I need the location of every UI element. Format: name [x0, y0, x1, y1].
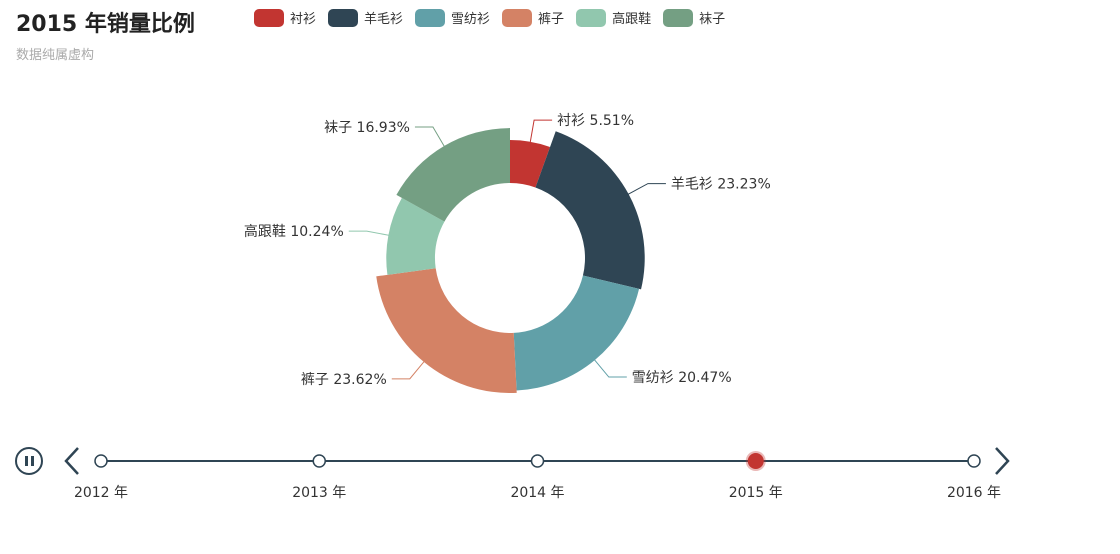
legend: 衬衫 羊毛衫 雪纺衫 裤子 高跟鞋 袜子	[254, 8, 725, 27]
slice-3[interactable]	[376, 268, 517, 393]
timeline-point[interactable]	[94, 454, 108, 468]
legend-label: 袜子	[699, 12, 726, 27]
legend-label: 高跟鞋	[612, 12, 652, 27]
legend-swatch	[328, 8, 359, 27]
legend-swatch	[502, 8, 533, 27]
legend-swatch	[415, 8, 446, 27]
slice-label-5: 袜子 16.93%	[324, 120, 410, 136]
timeline-label: 2012 年	[74, 485, 128, 501]
legend-item[interactable]: 袜子	[663, 8, 725, 27]
slice-label-1: 羊毛衫 23.23%	[671, 177, 771, 193]
next-arrow-icon[interactable]	[995, 447, 1010, 475]
slice-1[interactable]	[535, 131, 645, 290]
timeline-point[interactable]	[530, 454, 545, 468]
slice-leader-5	[414, 126, 447, 150]
timeline-label: 2014 年	[510, 485, 564, 501]
legend-swatch	[254, 8, 284, 27]
slice-leader-0	[529, 119, 553, 146]
timeline-point-active[interactable]	[747, 453, 764, 469]
slice-label-4: 高跟鞋 10.24%	[244, 223, 344, 240]
legend-item[interactable]: 裤子	[502, 8, 564, 27]
slice-label-2: 雪纺衫 20.47%	[632, 370, 732, 386]
slice-5[interactable]	[396, 128, 510, 222]
slice-4[interactable]	[386, 197, 445, 275]
timeline-label: 2016 年	[947, 485, 1001, 501]
slice-0[interactable]	[510, 140, 551, 188]
timeline-label: 2013 年	[292, 485, 346, 501]
legend-swatch	[663, 8, 694, 27]
chart-subtitle: 数据纯属虚构	[16, 48, 95, 63]
slice-2[interactable]	[513, 275, 640, 391]
legend-label: 羊毛衫	[364, 12, 404, 27]
timeline-point[interactable]	[967, 454, 981, 468]
legend-label: 雪纺衫	[451, 12, 491, 27]
legend-item[interactable]: 衬衫	[254, 8, 316, 27]
slice-label-3: 裤子 23.62%	[301, 372, 387, 388]
slice-leader-3	[391, 358, 427, 380]
prev-arrow-icon[interactable]	[64, 447, 79, 475]
chart-title: 2015 年销量比例	[16, 12, 195, 37]
slice-leader-1	[624, 183, 666, 197]
donut-chart: 衬衫 5.51% 羊毛衫 23.23% 雪纺衫 20.47% 裤子 23.62% 高跟鞋…	[244, 113, 771, 393]
legend-swatch	[576, 8, 607, 27]
slice-leader-4	[348, 230, 393, 237]
pause-icon	[25, 456, 28, 466]
pause-button[interactable]	[15, 447, 43, 475]
legend-label: 裤子	[538, 12, 565, 27]
legend-item[interactable]: 高跟鞋	[576, 8, 651, 27]
legend-label: 衬衫	[290, 12, 317, 27]
legend-item[interactable]: 雪纺衫	[415, 8, 490, 27]
legend-item[interactable]: 羊毛衫	[328, 8, 403, 27]
slice-leader-2	[591, 356, 627, 378]
slice-label-0: 衬衫 5.51%	[557, 113, 634, 129]
timeline-label: 2015 年	[729, 485, 783, 501]
timeline-point[interactable]	[312, 454, 326, 468]
